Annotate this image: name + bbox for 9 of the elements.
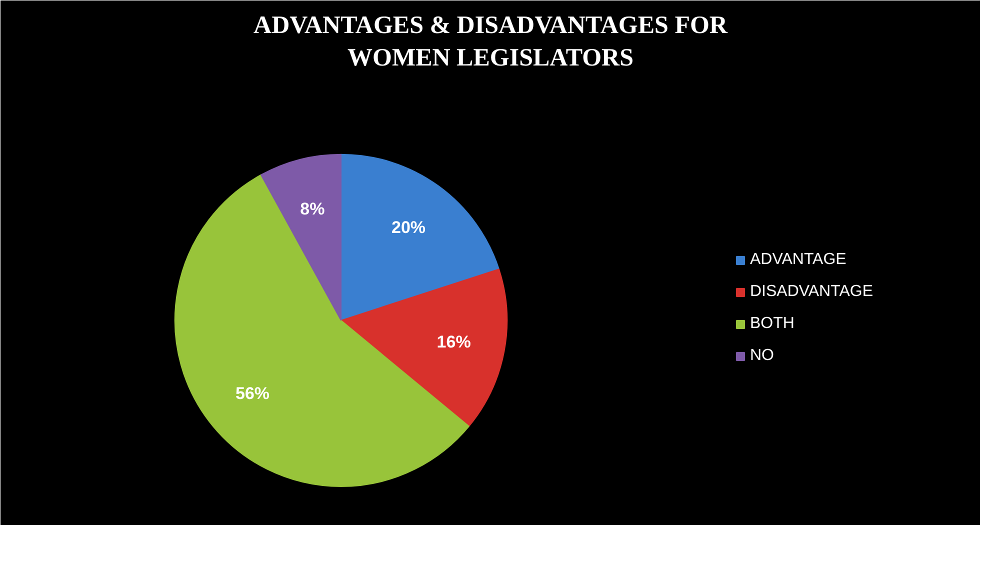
data-label: 16% — [436, 332, 471, 352]
chart-title: ADVANTAGES & DISADVANTAGES FOR WOMEN LEGISLATORS — [254, 12, 728, 72]
legend-label: ADVANTAGE — [750, 251, 846, 269]
data-label: 56% — [236, 384, 270, 404]
legend-label: DISADVANTAGE — [750, 283, 873, 301]
legend-label: BOTH — [750, 315, 794, 333]
legend-label: NO — [750, 347, 774, 365]
data-label: 20% — [392, 218, 426, 238]
data-label: 8% — [300, 200, 325, 219]
